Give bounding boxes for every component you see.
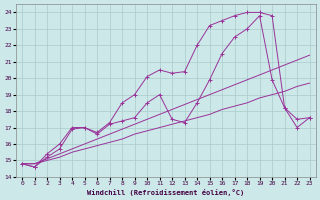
X-axis label: Windchill (Refroidissement éolien,°C): Windchill (Refroidissement éolien,°C) (87, 189, 244, 196)
